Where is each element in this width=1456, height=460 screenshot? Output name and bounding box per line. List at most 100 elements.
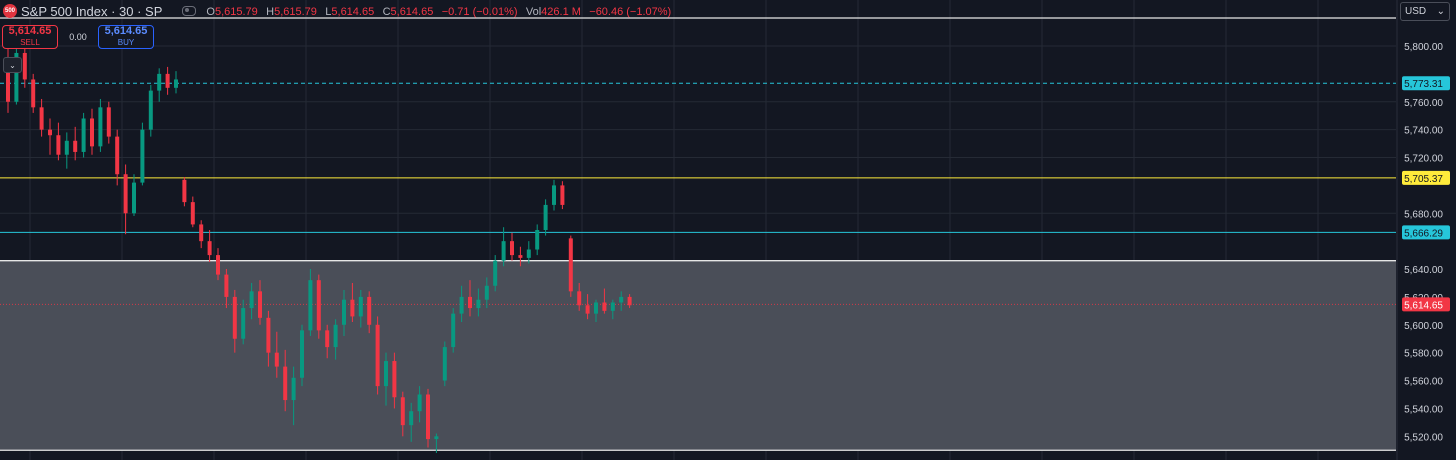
candle-40 bbox=[342, 289, 346, 336]
candle-64 bbox=[543, 199, 548, 236]
candle-70 bbox=[594, 299, 598, 322]
candle-6 bbox=[56, 122, 61, 161]
candle-body-68 bbox=[577, 291, 582, 306]
candle-body-27 bbox=[232, 296, 237, 339]
close-value: 5,614.65 bbox=[390, 6, 434, 18]
support-zone bbox=[0, 260, 1396, 451]
candle-59 bbox=[501, 227, 506, 267]
axis-tick-label-4: 5,720.00 bbox=[1404, 154, 1443, 165]
candle-body-51 bbox=[434, 436, 439, 440]
price-level-tag-1 bbox=[1402, 170, 1450, 185]
candle-43 bbox=[367, 291, 372, 334]
candle-body-32 bbox=[274, 352, 279, 367]
candle-body-70 bbox=[594, 302, 598, 314]
buy-price: 5,614.65 bbox=[104, 25, 148, 37]
volume-label: Vol bbox=[525, 6, 542, 18]
currency-selector[interactable]: USD ⌄ bbox=[1400, 2, 1450, 21]
eye-icon[interactable] bbox=[182, 6, 197, 16]
candle-body-33 bbox=[283, 366, 288, 401]
candle-72 bbox=[610, 299, 615, 320]
candle-body-0 bbox=[6, 68, 10, 102]
buy-button[interactable]: 5,614.65 BUY bbox=[98, 25, 154, 49]
candle-61 bbox=[518, 246, 523, 267]
candle-body-11 bbox=[98, 107, 103, 147]
axis-tick-label-2: 5,760.00 bbox=[1404, 98, 1443, 109]
candle-29 bbox=[249, 282, 254, 320]
candle-body-65 bbox=[552, 185, 556, 205]
price-level-label-2: 5,666.29 bbox=[1404, 228, 1443, 239]
candle-body-12 bbox=[106, 107, 111, 137]
candle-47 bbox=[400, 391, 405, 437]
symbol-title[interactable]: S&P 500 Index · 30 · SP bbox=[21, 3, 163, 19]
candle-35 bbox=[300, 324, 304, 387]
candle-body-44 bbox=[375, 324, 380, 387]
candle-body-69 bbox=[585, 305, 590, 314]
candle-body-53 bbox=[451, 313, 456, 348]
candle-33 bbox=[283, 349, 288, 412]
candle-27 bbox=[232, 289, 237, 353]
candle-26 bbox=[224, 269, 229, 309]
candle-body-46 bbox=[392, 361, 397, 398]
candle-28 bbox=[241, 299, 246, 345]
candle-body-47 bbox=[400, 397, 405, 426]
candle-body-60 bbox=[510, 241, 514, 256]
sell-label: SELL bbox=[20, 38, 40, 47]
candle-12 bbox=[106, 101, 111, 144]
candle-49 bbox=[417, 386, 422, 423]
candle-body-59 bbox=[501, 241, 506, 261]
candle-body-29 bbox=[249, 291, 254, 309]
candle-body-26 bbox=[224, 274, 229, 297]
candle-body-73 bbox=[619, 296, 624, 303]
axis-tick-label-10: 5,560.00 bbox=[1404, 377, 1443, 388]
candle-32 bbox=[274, 331, 279, 378]
candle-body-37 bbox=[316, 280, 321, 331]
candle-body-72 bbox=[610, 302, 615, 311]
candle-body-24 bbox=[207, 241, 212, 256]
candle-16 bbox=[140, 122, 145, 186]
trade-panel: 5,614.65 SELL 0.00 5,614.65 BUY bbox=[0, 25, 154, 49]
candle-body-50 bbox=[426, 394, 430, 440]
candle-body-28 bbox=[241, 308, 246, 339]
candle-body-40 bbox=[342, 299, 346, 325]
candle-body-36 bbox=[308, 280, 313, 331]
candle-11 bbox=[98, 98, 103, 152]
axis-tick-label-5: 5,680.00 bbox=[1404, 209, 1443, 220]
candle-body-49 bbox=[417, 394, 422, 412]
open-label: O bbox=[206, 6, 215, 18]
candle-body-18 bbox=[157, 73, 162, 91]
candle-46 bbox=[392, 352, 397, 409]
candle-67 bbox=[568, 235, 573, 297]
candle-48 bbox=[409, 402, 414, 442]
sell-button[interactable]: 5,614.65 SELL bbox=[2, 25, 58, 49]
high-label: H bbox=[266, 6, 275, 18]
candle-31 bbox=[266, 310, 271, 367]
candle-74 bbox=[627, 294, 632, 309]
candle-body-45 bbox=[384, 361, 388, 387]
candle-body-31 bbox=[266, 317, 271, 353]
candle-body-25 bbox=[216, 255, 220, 275]
candle-body-42 bbox=[358, 296, 363, 317]
candle-body-57 bbox=[484, 285, 489, 300]
sell-price: 5,614.65 bbox=[8, 25, 52, 37]
candle-37 bbox=[316, 274, 321, 339]
collapse-legend-button[interactable]: ⌄ bbox=[3, 57, 22, 73]
candle-57 bbox=[484, 277, 489, 309]
candle-body-38 bbox=[325, 330, 330, 348]
candle-body-23 bbox=[199, 224, 204, 242]
candle-54 bbox=[459, 285, 464, 322]
candle-body-6 bbox=[56, 135, 61, 155]
candle-body-21 bbox=[182, 179, 187, 203]
candle-7 bbox=[64, 132, 69, 169]
candle-body-63 bbox=[535, 230, 540, 250]
candle-18 bbox=[157, 68, 162, 102]
candle-24 bbox=[207, 230, 212, 263]
price-level-tag-3 bbox=[1402, 297, 1450, 312]
candle-63 bbox=[535, 224, 540, 256]
low-label: L bbox=[325, 6, 332, 18]
candle-body-14 bbox=[123, 174, 128, 214]
candle-body-39 bbox=[333, 324, 338, 348]
candle-4 bbox=[39, 98, 44, 137]
price-level-label-0: 5,773.31 bbox=[1404, 79, 1443, 90]
candle-1 bbox=[14, 43, 19, 105]
